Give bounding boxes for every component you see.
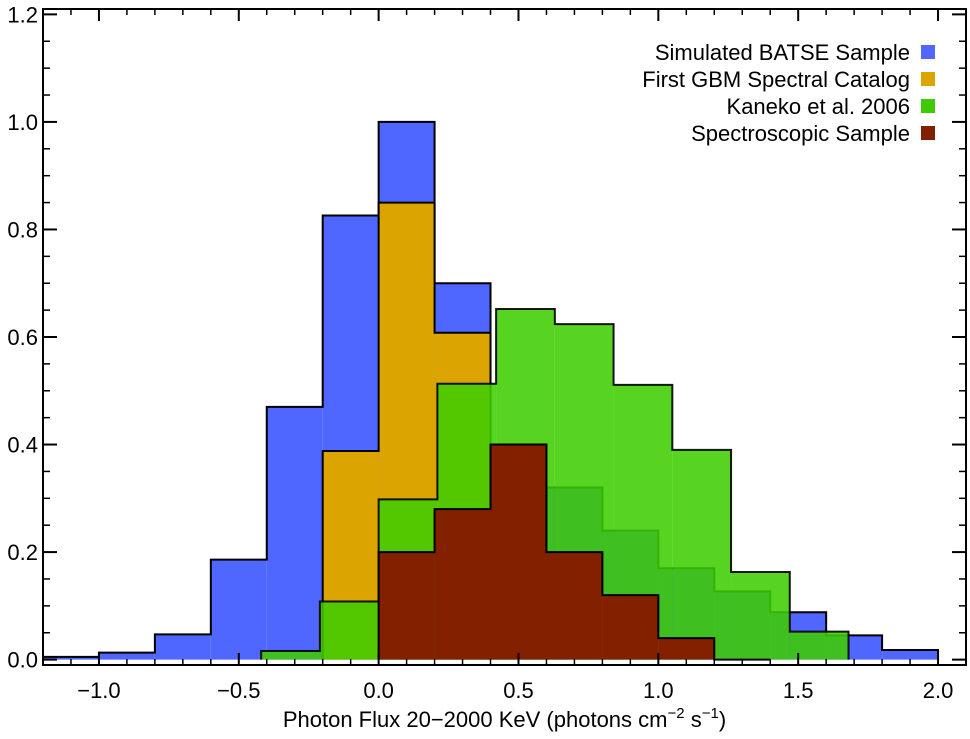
histogram-bar [490,444,547,660]
x-tick-label: −1.0 [77,678,120,703]
histogram-outline [377,443,771,661]
x-axis-title-end: ) [719,707,726,732]
x-axis-title-text: Photon Flux 20−2000 KeV (photons cm [283,707,668,732]
histogram-bar [434,509,491,660]
histogram-bar [789,631,849,660]
series-3 [377,443,771,661]
histogram-bar [672,449,732,660]
histogram-bar [602,595,659,660]
legend-label: Simulated BATSE Sample [655,40,910,65]
histogram-bars [42,120,940,661]
legend-label: Spectroscopic Sample [691,121,910,146]
histogram-bar [266,406,323,660]
axis-ticks: −1.0 −0.5 0.0 0.5 1.0 1.5 2.0 0.0 0.2 0.4 0.6 0.8 1.… [7,2,966,703]
histogram-bar [882,649,939,660]
histogram-bar [731,571,790,660]
x-axis-title: Photon Flux 20−2000 KeV (photons cm−2 s−… [283,705,726,732]
y-tick-label: 0.8 [7,217,38,242]
histogram-bar [658,638,715,660]
histogram-bar [261,651,320,660]
legend-swatch [921,45,935,59]
histogram-bar [319,601,379,660]
x-axis-title-sup2: −1 [702,705,719,722]
x-tick-label: 0.5 [503,678,534,703]
legend-swatch [921,126,935,140]
histogram-outline [321,201,492,660]
legend-label: Kaneko et al. 2006 [727,94,910,119]
x-axis-title-mid: s [685,707,702,732]
legend-swatch [921,72,935,86]
x-axis-title-sup1: −2 [667,705,684,722]
histogram-outline [260,308,850,660]
x-tick-label: 1.0 [643,678,674,703]
legend-item: Kaneko et al. 2006 [727,94,935,119]
y-tick-label: 0.2 [7,540,38,565]
histogram-bar [154,634,211,660]
histogram-bar [98,652,155,660]
x-tick-label: −0.5 [217,678,260,703]
y-tick-label: 1.0 [7,110,38,135]
y-tick-label: 1.2 [7,2,38,27]
x-tick-label: 2.0 [923,678,954,703]
x-tick-label: 1.5 [783,678,814,703]
y-tick-label: 0.6 [7,325,38,350]
y-tick-label: 0.4 [7,433,38,458]
legend-item: Simulated BATSE Sample [655,40,935,65]
legend-item: First GBM Spectral Catalog [642,67,935,92]
x-tick-label: 0.0 [363,678,394,703]
legend-item: Spectroscopic Sample [691,121,935,146]
histogram-bar [546,552,603,660]
legend-label: First GBM Spectral Catalog [642,67,910,92]
y-tick-label: 0.0 [7,648,38,673]
legend-swatch [921,99,935,113]
histogram-bar [378,552,435,660]
histogram-bar [210,559,267,660]
histogram-bar [43,656,99,660]
